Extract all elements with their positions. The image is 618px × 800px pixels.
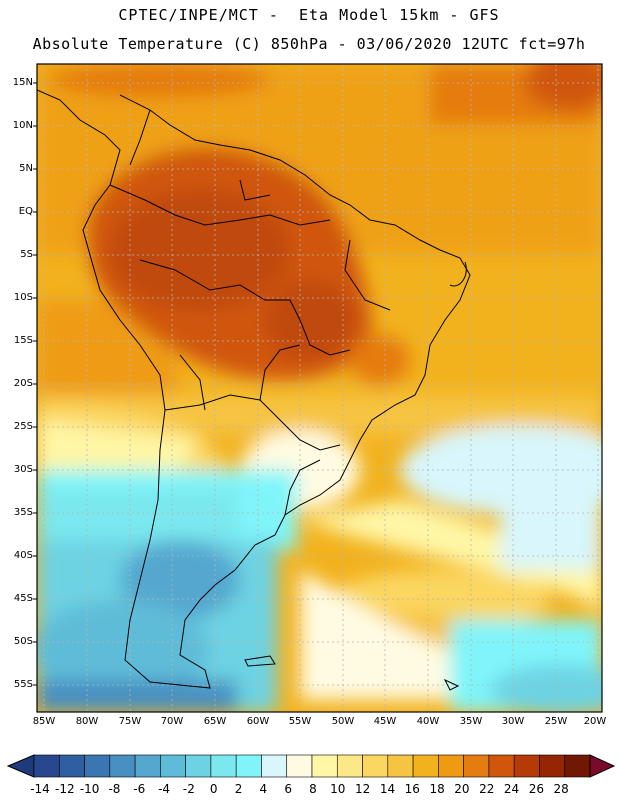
colorbar-label: -6 [133, 782, 146, 796]
map-frame [36, 63, 603, 713]
lat-label: 55S [13, 679, 33, 690]
colorbar-swatch [210, 754, 237, 778]
lat-label: 5S [20, 249, 33, 260]
colorbar-swatch [311, 754, 338, 778]
colorbar-label: 14 [379, 782, 396, 796]
colorbar-swatch [513, 754, 540, 778]
map-title-line1: CPTEC/INPE/MCT - Eta Model 15km - GFS [118, 6, 500, 24]
lat-label: 25S [13, 421, 33, 432]
lat-label: EQ [18, 206, 33, 217]
graticule [37, 64, 602, 712]
colorbar-label: 4 [259, 782, 268, 796]
lon-label: 70W [160, 716, 184, 727]
colorbar-swatch [564, 754, 591, 778]
colorbar-label: 26 [528, 782, 544, 796]
coastlines [37, 89, 471, 691]
colorbar-swatch [235, 754, 262, 778]
lon-label: 65W [203, 716, 227, 727]
colorbar-swatch [463, 754, 490, 778]
lat-label: 5N [19, 163, 33, 174]
lon-label: 35W [459, 716, 483, 727]
colorbar-label: 18 [429, 782, 445, 796]
colorbar-swatch [134, 754, 161, 778]
colorbar-label: 10 [330, 782, 346, 796]
lat-label: 40S [13, 550, 33, 561]
colorbar-label: -8 [108, 782, 121, 796]
colorbar-swatch [362, 754, 389, 778]
colorbar-swatch [185, 754, 212, 778]
colorbar-swatch [336, 754, 363, 778]
lon-label: 80W [75, 716, 99, 727]
lat-label: 20S [13, 378, 33, 389]
colorbar [6, 754, 616, 778]
colorbar-label: 20 [454, 782, 470, 796]
colorbar-label: -12 [55, 782, 75, 796]
lat-label: 45S [13, 593, 33, 604]
axis-ticks [33, 82, 37, 686]
lon-label: 40W [416, 716, 440, 727]
colorbar-swatch [160, 754, 186, 778]
lon-label: 50W [331, 716, 355, 727]
colorbar-label: -10 [79, 782, 100, 796]
lon-label: 20W [583, 716, 607, 727]
lat-label: 10N [12, 120, 33, 131]
lon-label: 85W [32, 716, 56, 727]
lon-label: 25W [544, 716, 568, 727]
lon-label: 45W [373, 716, 397, 727]
colorbar-swatch [387, 754, 414, 778]
colorbar-swatch [438, 754, 464, 778]
colorbar-label: 8 [309, 782, 317, 796]
colorbar-swatch [412, 754, 439, 778]
map-title-line2: Absolute Temperature (C) 850hPa - 03/06/… [32, 35, 586, 53]
lon-label: 30W [501, 716, 525, 727]
colorbar-label: 0 [209, 782, 218, 796]
colorbar-label: 16 [404, 782, 420, 796]
colorbar-label: 28 [553, 782, 569, 796]
lat-label: 15S [13, 335, 33, 346]
colorbar-over-triangle [589, 754, 616, 778]
colorbar-under-triangle [6, 754, 35, 778]
colorbar-label: -14 [30, 782, 50, 796]
lon-label: 55W [288, 716, 312, 727]
lat-label: 10S [13, 292, 33, 303]
lat-label: 35S [13, 507, 33, 518]
colorbar-label: 2 [234, 782, 243, 796]
colorbar-label: 6 [284, 782, 292, 796]
colorbar-swatch [539, 754, 566, 778]
colorbar-label: -4 [158, 782, 171, 796]
colorbar-swatch [58, 754, 85, 778]
colorbar-label: 24 [503, 782, 520, 796]
colorbar-swatch [84, 754, 111, 778]
colorbar-label: -2 [182, 782, 195, 796]
colorbar-swatch [488, 754, 515, 778]
temperature-field [37, 64, 602, 712]
colorbar-label: 22 [479, 782, 495, 796]
lat-label: 50S [13, 636, 33, 647]
colorbar-swatch [33, 754, 60, 778]
lat-label: 30S [13, 464, 33, 475]
lat-label: 15N [12, 77, 33, 88]
colorbar-swatch [286, 754, 313, 778]
colorbar-swatch [261, 754, 288, 778]
lon-label: 75W [118, 716, 142, 727]
colorbar-label: 12 [354, 782, 371, 796]
lon-label: 60W [246, 716, 270, 727]
colorbar-swatch [109, 754, 136, 778]
